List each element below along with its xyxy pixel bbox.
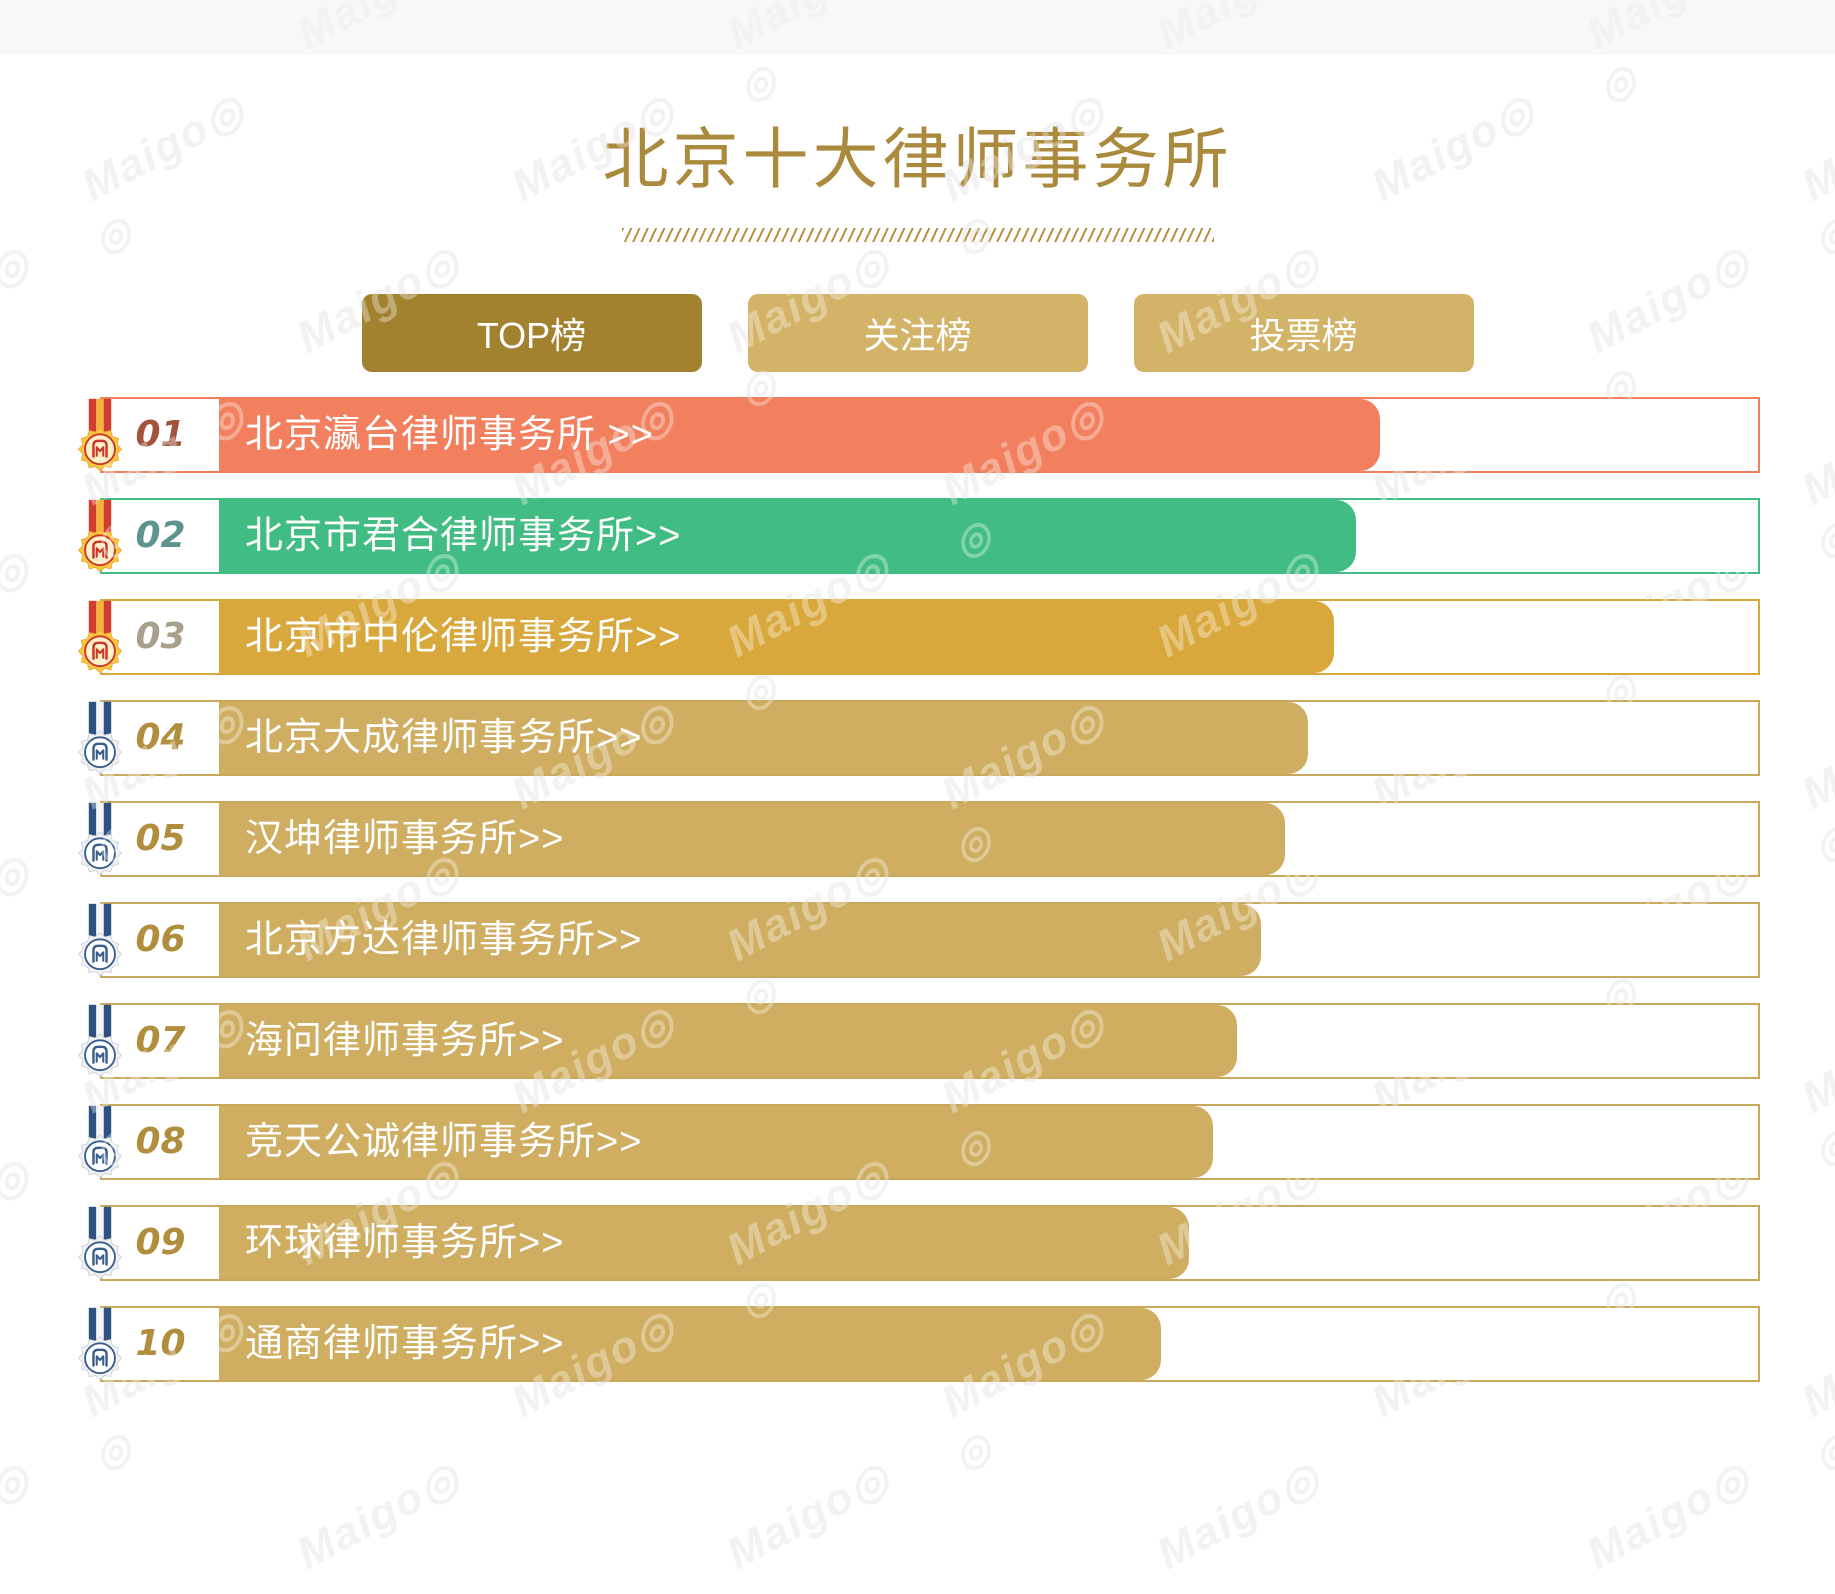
silver-medal-icon xyxy=(72,701,128,781)
rank-number: 06 xyxy=(135,919,186,960)
watermark-text: Maigo◎ xyxy=(288,1452,469,1579)
silver-medal-icon xyxy=(72,1206,128,1286)
watermark-target-icon: ◎ xyxy=(86,1422,141,1480)
rank-bar[interactable]: 北京方达律师事务所>> xyxy=(219,904,1261,976)
tab-top-list[interactable]: TOP榜 xyxy=(361,294,702,372)
rank-number: 07 xyxy=(135,1020,186,1061)
rank-number: 10 xyxy=(135,1323,186,1364)
rank-bar[interactable]: 环球律师事务所>> xyxy=(219,1207,1189,1279)
gold-medal-icon xyxy=(72,499,128,579)
ranking-row: 04 北京大成律师事务所>> xyxy=(100,700,1760,776)
rank-number: 01 xyxy=(135,414,186,455)
rank-number: 09 xyxy=(135,1222,186,1263)
rank-number: 02 xyxy=(135,515,186,556)
ranking-row: 09 环球律师事务所>> xyxy=(100,1205,1760,1281)
law-firm-link[interactable]: 北京大成律师事务所>> xyxy=(245,717,643,759)
rank-bar[interactable]: 北京瀛台律师事务所 >> xyxy=(219,399,1380,471)
law-firm-link[interactable]: 通商律师事务所>> xyxy=(245,1323,565,1365)
ranking-row: 05 汉坤律师事务所>> xyxy=(100,801,1760,877)
rank-bar[interactable]: 北京大成律师事务所>> xyxy=(219,702,1308,774)
rank-number: 03 xyxy=(135,616,186,657)
law-firm-link[interactable]: 环球律师事务所>> xyxy=(245,1222,565,1264)
rank-bar[interactable]: 竞天公诚律师事务所>> xyxy=(219,1106,1213,1178)
ranking-row: 08 竞天公诚律师事务所>> xyxy=(100,1104,1760,1180)
law-firm-link[interactable]: 北京方达律师事务所>> xyxy=(245,919,643,961)
silver-medal-icon xyxy=(72,1105,128,1185)
watermark-text: Maigo◎ xyxy=(0,1452,39,1579)
watermark-text: Maigo◎ xyxy=(0,1452,39,1579)
law-firm-link[interactable]: 海问律师事务所>> xyxy=(245,1020,565,1062)
silver-medal-icon xyxy=(72,1307,128,1387)
law-firm-link[interactable]: 北京瀛台律师事务所 >> xyxy=(245,414,654,456)
rank-number: 08 xyxy=(135,1121,186,1162)
watermark-text: Maigo◎ xyxy=(1578,1452,1759,1579)
gold-medal-icon xyxy=(72,600,128,680)
silver-medal-icon xyxy=(72,903,128,983)
tab-follow-list[interactable]: 关注榜 xyxy=(747,294,1088,372)
ranking-row: 01 北京瀛台律师事务所 >> xyxy=(100,397,1760,473)
watermark-target-icon: ◎ xyxy=(1806,1422,1835,1480)
watermark-text: Maigo◎ xyxy=(1148,1452,1329,1579)
ranking-row: 07 海问律师事务所>> xyxy=(100,1003,1760,1079)
tab-vote-list[interactable]: 投票榜 xyxy=(1133,294,1474,372)
watermark-target-icon: ◎ xyxy=(946,1422,1001,1480)
silver-medal-icon xyxy=(72,802,128,882)
rank-number: 05 xyxy=(135,818,186,859)
ranking-row: 02 北京市君合律师事务所>> xyxy=(100,498,1760,574)
gold-medal-icon xyxy=(72,398,128,478)
page-top-band xyxy=(0,0,1835,55)
page-title: 北京十大律师事务所 xyxy=(602,122,1233,196)
watermark-target-icon: ◎ xyxy=(1806,1422,1835,1480)
rank-number: 04 xyxy=(135,717,186,758)
title-divider xyxy=(621,228,1214,242)
watermark-text: Maigo◎ xyxy=(718,1452,899,1579)
law-firm-link[interactable]: 竞天公诚律师事务所>> xyxy=(245,1121,643,1163)
watermark-target-icon: ◎ xyxy=(86,1422,141,1480)
rank-bar[interactable]: 海问律师事务所>> xyxy=(219,1005,1237,1077)
watermark-text: Maigo◎ xyxy=(1578,1452,1759,1579)
rank-bar[interactable]: 通商律师事务所>> xyxy=(219,1308,1161,1380)
law-firm-link[interactable]: 汉坤律师事务所>> xyxy=(245,818,565,860)
rank-bar[interactable]: 北京市中伦律师事务所>> xyxy=(219,601,1334,673)
ranking-row: 10 通商律师事务所>> xyxy=(100,1306,1760,1382)
tab-bar: TOP榜 关注榜 投票榜 xyxy=(0,294,1835,372)
ranking-row: 06 北京方达律师事务所>> xyxy=(100,902,1760,978)
watermark-text: Maigo◎ xyxy=(718,1452,899,1579)
rank-bar[interactable]: 北京市君合律师事务所>> xyxy=(219,500,1356,572)
ranking-list: 01 北京瀛台律师事务所 >> 02 北京市君合律师事务所>> 03 北京市中伦… xyxy=(100,397,1760,1382)
silver-medal-icon xyxy=(72,1004,128,1084)
rank-bar[interactable]: 汉坤律师事务所>> xyxy=(219,803,1285,875)
law-firm-link[interactable]: 北京市中伦律师事务所>> xyxy=(245,616,682,658)
ranking-row: 03 北京市中伦律师事务所>> xyxy=(100,599,1760,675)
watermark-text: Maigo◎ xyxy=(1148,1452,1329,1579)
watermark-target-icon: ◎ xyxy=(946,1422,1001,1480)
law-firm-link[interactable]: 北京市君合律师事务所>> xyxy=(245,515,682,557)
watermark-text: Maigo◎ xyxy=(288,1452,469,1579)
